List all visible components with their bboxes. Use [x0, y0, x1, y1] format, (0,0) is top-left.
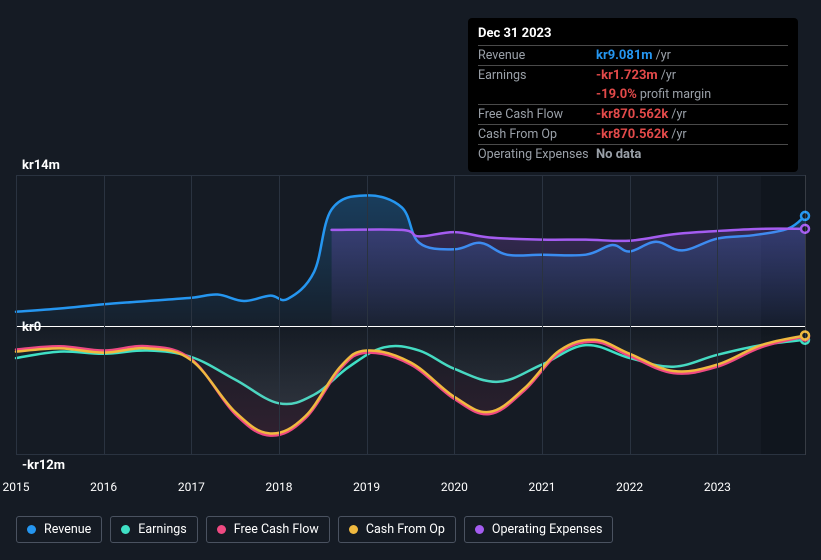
legend-label: Revenue — [44, 522, 91, 537]
tooltip-row-suffix: /yr — [661, 68, 676, 83]
tooltip-row: Earnings-kr1.723m/yr — [478, 65, 788, 85]
legend-item-cfo[interactable]: Cash From Op — [338, 516, 456, 543]
chart-svg — [16, 175, 805, 455]
series-area-fcf — [16, 326, 805, 436]
tooltip-row-label: Operating Expenses — [478, 147, 596, 162]
tooltip-row-value: kr9.081m — [596, 48, 653, 63]
series-area-opex — [332, 229, 805, 326]
tooltip-row-value: -19.0% — [596, 87, 637, 102]
x-axis-tick: 2015 — [3, 480, 30, 494]
gridline-vertical — [279, 175, 280, 455]
tooltip-row-suffix: /yr — [656, 48, 671, 63]
tooltip-row-value: -kr870.562k — [596, 107, 668, 122]
legend-dot-icon — [349, 525, 358, 534]
legend-item-revenue[interactable]: Revenue — [16, 516, 102, 543]
tooltip-row-suffix: /yr — [671, 107, 686, 122]
legend-item-opex[interactable]: Operating Expenses — [464, 516, 614, 543]
gridline-vertical — [542, 175, 543, 455]
chart-tooltip: Dec 31 2023 Revenuekr9.081m/yrEarnings-k… — [468, 18, 798, 172]
tooltip-row-label: Earnings — [478, 68, 596, 83]
tooltip-row-label: Revenue — [478, 48, 596, 63]
tooltip-date: Dec 31 2023 — [478, 24, 788, 45]
tooltip-row: -19.0%profit margin — [478, 85, 788, 104]
legend-label: Earnings — [138, 522, 186, 537]
legend-dot-icon — [217, 525, 226, 534]
x-axis-tick: 2022 — [616, 480, 643, 494]
legend-dot-icon — [27, 525, 36, 534]
x-axis: 201520162017201820192020202120222023 — [16, 480, 805, 500]
current-date-rule — [805, 175, 806, 455]
x-axis-tick: 2018 — [266, 480, 293, 494]
chart-plot-area[interactable] — [16, 175, 805, 455]
tooltip-row: Operating ExpensesNo data — [478, 144, 788, 164]
legend-dot-icon — [475, 525, 484, 534]
legend-dot-icon — [121, 525, 130, 534]
x-axis-tick: 2017 — [178, 480, 205, 494]
x-axis-tick: 2019 — [353, 480, 380, 494]
y-axis-label-bottom: -kr12m — [22, 458, 65, 473]
tooltip-row-value: No data — [596, 147, 641, 162]
legend-item-earnings[interactable]: Earnings — [110, 516, 197, 543]
tooltip-row: Cash From Op-kr870.562k/yr — [478, 124, 788, 144]
tooltip-row: Revenuekr9.081m/yr — [478, 45, 788, 65]
x-axis-tick: 2020 — [441, 480, 468, 494]
gridline-vertical — [717, 175, 718, 455]
tooltip-row-label: Free Cash Flow — [478, 107, 596, 122]
x-axis-tick: 2021 — [529, 480, 556, 494]
gridline-vertical — [454, 175, 455, 455]
tooltip-row-value: -kr1.723m — [596, 68, 658, 83]
gridline-vertical — [16, 175, 17, 455]
legend-label: Operating Expenses — [492, 522, 603, 537]
chart-legend: Revenue Earnings Free Cash Flow Cash From O… — [16, 516, 613, 543]
x-axis-tick: 2023 — [704, 480, 731, 494]
legend-item-fcf[interactable]: Free Cash Flow — [206, 516, 330, 543]
gridline-vertical — [191, 175, 192, 455]
gridline-vertical — [367, 175, 368, 455]
gridline-vertical — [630, 175, 631, 455]
tooltip-row-suffix: /yr — [671, 127, 686, 142]
tooltip-row-suffix: profit margin — [640, 87, 711, 102]
x-axis-tick: 2016 — [90, 480, 117, 494]
tooltip-row: Free Cash Flow-kr870.562k/yr — [478, 104, 788, 124]
y-axis-label-top: kr14m — [22, 158, 60, 173]
tooltip-row-label: Cash From Op — [478, 127, 596, 142]
gridline-vertical — [104, 175, 105, 455]
legend-label: Cash From Op — [366, 522, 445, 537]
legend-label: Free Cash Flow — [234, 522, 319, 537]
tooltip-row-value: -kr870.562k — [596, 127, 668, 142]
